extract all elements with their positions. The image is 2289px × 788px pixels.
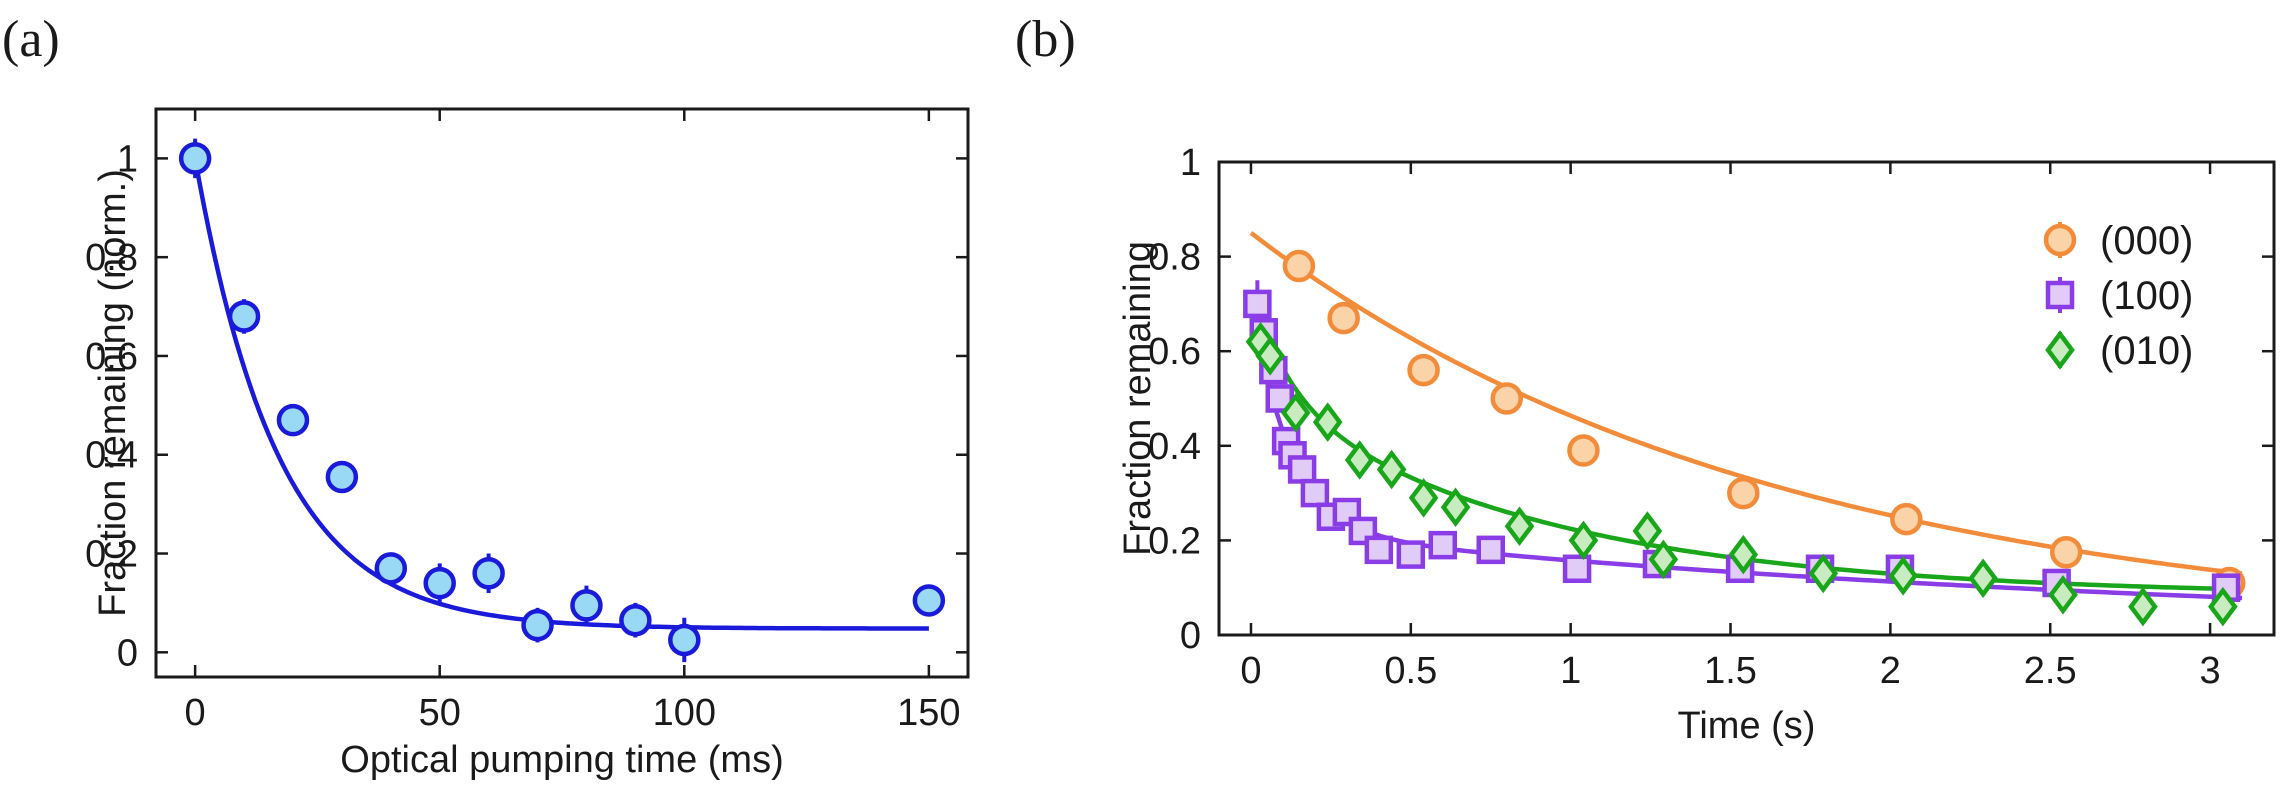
axes-frame (154, 107, 970, 679)
legend-marker (2045, 280, 2075, 310)
data-point (1408, 478, 1439, 518)
data-point (1344, 440, 1375, 480)
data-point (1727, 476, 1760, 510)
legend-marker (2045, 330, 2075, 370)
data-point (1808, 553, 1839, 594)
panel-label-b: (b) (1015, 11, 1076, 68)
data-point (1648, 539, 1679, 580)
data-point (1428, 530, 1458, 560)
data-point (521, 608, 554, 642)
data-point (1888, 556, 1918, 596)
data-point (1376, 449, 1407, 490)
data-point (1562, 554, 1592, 584)
fit-line-0 (192, 157, 929, 631)
data-point (374, 552, 408, 585)
y-tick-label: 0.6 (85, 336, 138, 378)
data-point (325, 460, 359, 494)
x-tick-label: 0.5 (1384, 650, 1437, 692)
y-axis-title: Fraction remaining (norm.) (92, 169, 134, 617)
x-tick-label: 3 (2199, 650, 2220, 692)
data-point (2049, 535, 2083, 569)
data-point (1364, 535, 1394, 565)
x-tick-label: 0 (185, 692, 206, 734)
data-point (1567, 434, 1600, 467)
x-tick-label: 100 (653, 692, 716, 734)
legend-label: (010) (2100, 329, 2193, 373)
y-tick-label: 0.6 (1148, 331, 1201, 373)
data-point (912, 584, 946, 617)
y-tick-label: 0.8 (85, 237, 138, 279)
y-tick-label: 0.4 (1148, 426, 1201, 468)
panel-a: (a) 0 50 100 150 0 0.2 0.4 0.6 0.8 1 Optical pumpi… (2, 11, 970, 781)
data-point (1280, 392, 1311, 433)
data-point (1490, 382, 1523, 415)
data-point (1968, 558, 1998, 598)
data-point (570, 589, 603, 622)
data-point (227, 300, 261, 333)
data-point (472, 557, 505, 590)
data-point (2208, 586, 2238, 627)
data-point (1890, 502, 1923, 536)
data-point (2128, 586, 2158, 627)
data-point (1327, 301, 1360, 335)
data-point (1632, 511, 1663, 551)
legend-label: (100) (2100, 274, 2193, 318)
data-point (1504, 506, 1535, 546)
data-point (1282, 249, 1316, 283)
data-point (178, 142, 212, 175)
data-point (1476, 535, 1505, 565)
y-tick-label: 0.8 (1148, 237, 1201, 279)
x-tick-label: 2 (1880, 650, 1901, 692)
data-point (1300, 478, 1330, 508)
x-tick-label: 1.5 (1704, 650, 1757, 692)
panel-b: (b) 0 0.5 1 1.5 2 2.5 3 0 0.2 0.4 0.6 0.8 1 Time (s) F… (1015, 11, 2276, 747)
legend-label: (000) (2100, 219, 2193, 263)
data-point (1407, 353, 1440, 387)
data-point (619, 603, 652, 637)
y-tick-label: 1 (117, 138, 138, 180)
y-tick-label: 0.2 (85, 534, 138, 576)
legend-marker (2043, 223, 2077, 257)
x-tick-label: 2.5 (2024, 650, 2077, 692)
y-tick-label: 0.4 (85, 435, 138, 477)
x-axis-title: Optical pumping time (ms) (340, 739, 783, 781)
y-axis-title: Fraction remaining (1117, 241, 1159, 556)
data-point (1568, 520, 1599, 561)
data-point (1440, 487, 1471, 528)
data-point (1728, 534, 1759, 575)
data-point (1312, 402, 1343, 442)
y-tick-label: 1 (1180, 142, 1201, 184)
y-tick-label: 0 (117, 632, 138, 674)
data-point (1255, 336, 1285, 376)
data-point (1243, 289, 1272, 319)
data-point (668, 623, 701, 657)
y-tick-label: 0.2 (1148, 520, 1201, 562)
axes-frame (1217, 160, 2276, 637)
panel-label-a: (a) (2, 11, 60, 68)
data-point (1396, 540, 1426, 569)
data-point (1287, 455, 1317, 484)
y-tick-label: 0 (1180, 615, 1201, 657)
data-point (2048, 575, 2078, 615)
x-axis-title: Time (s) (1678, 705, 1816, 747)
data-point (276, 403, 310, 437)
data-point (423, 566, 456, 600)
x-tick-label: 0 (1240, 650, 1261, 692)
x-tick-label: 50 (419, 692, 461, 734)
fit-line-0 (1249, 231, 2243, 576)
x-tick-label: 1 (1560, 650, 1581, 692)
x-tick-label: 150 (897, 692, 960, 734)
